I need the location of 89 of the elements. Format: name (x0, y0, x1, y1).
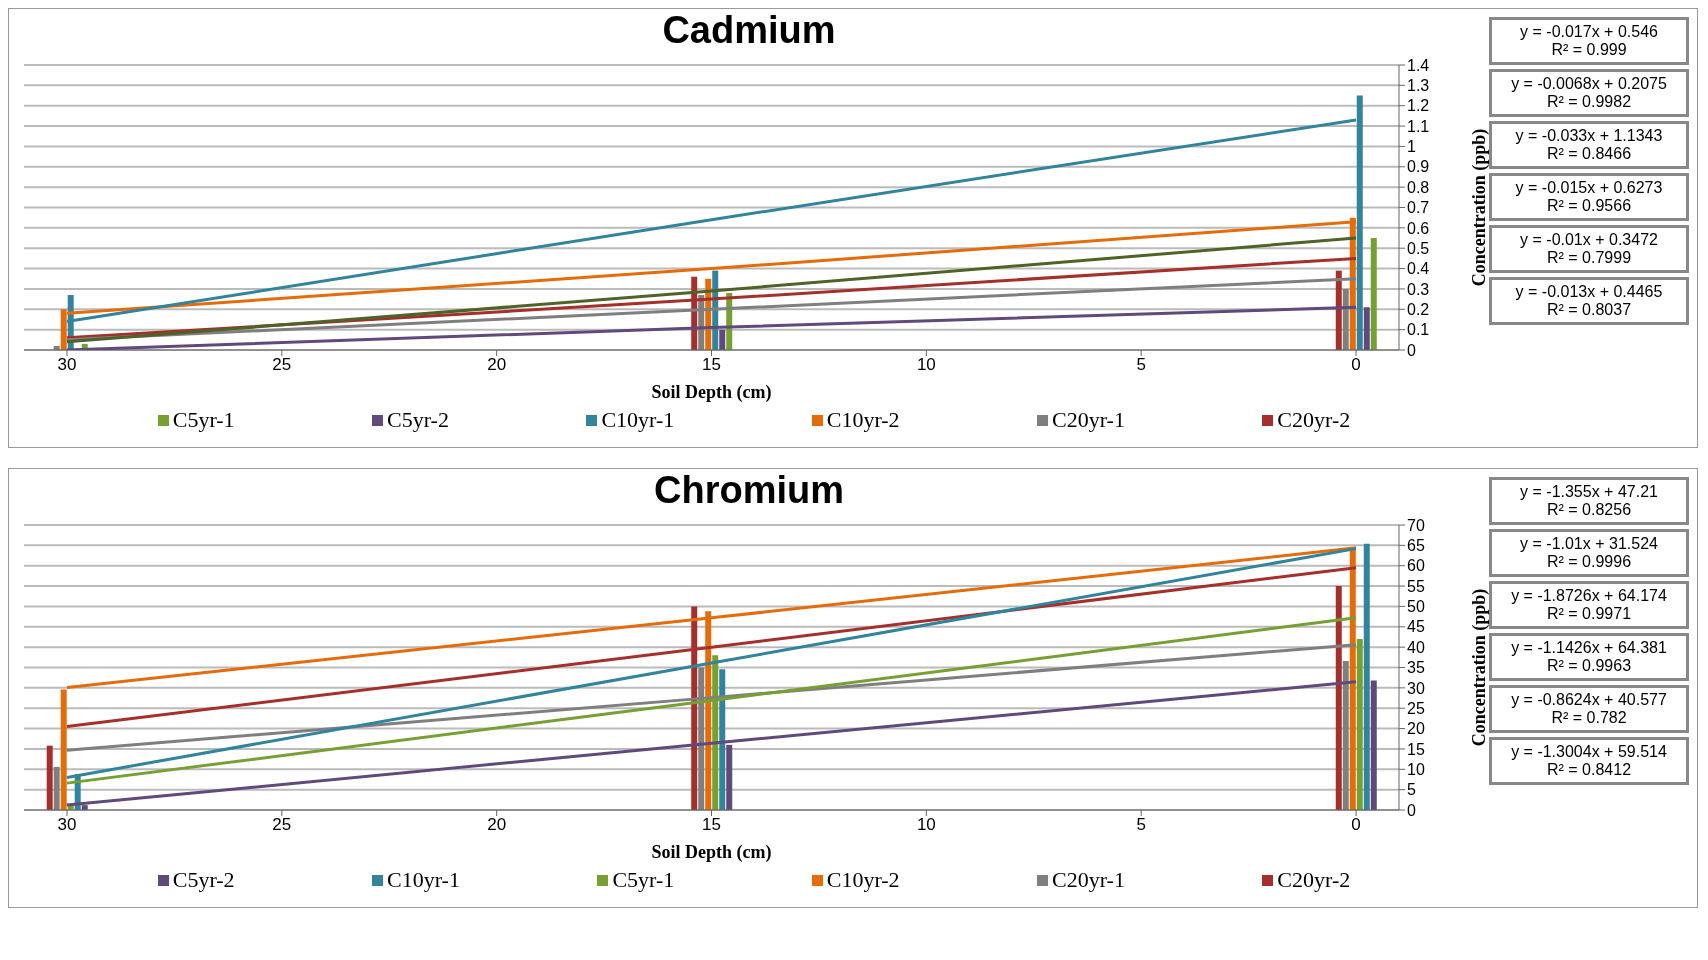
legend-label: C10yr-2 (825, 867, 900, 893)
bar (1370, 238, 1377, 350)
y-tick-label: 0.7 (1407, 199, 1430, 217)
bar (53, 766, 60, 810)
x-axis-title: Soil Depth (cm) (651, 842, 772, 863)
legend-label: C10yr-1 (600, 407, 675, 433)
x-tick-label: 15 (702, 815, 721, 835)
x-tick-label: 5 (1136, 815, 1146, 835)
x-tick-label: 0 (1351, 355, 1361, 375)
y-axis-title: Concentration (ppb) (1469, 588, 1491, 747)
text: y = -1.8726x + 64.174 R² = 0.9971 (1489, 581, 1689, 629)
x-tick-label: 20 (487, 815, 507, 835)
text: y = -0.8624x + 40.577 R² = 0.782 (1489, 685, 1689, 733)
text: y = -0.0068x + 0.2075 R² = 0.9982 (1489, 69, 1689, 117)
text: y = -0.017x + 0.546 R² = 0.999 (1489, 17, 1689, 65)
y-tick-label: 1.3 (1407, 77, 1430, 95)
y-tick-label: 0 (1407, 341, 1416, 359)
y-tick-label: 0.1 (1407, 321, 1430, 339)
legend-label: C10yr-2 (825, 407, 900, 433)
text: y = -1.355x + 47.21 R² = 0.8256 (1489, 477, 1689, 525)
bar (1342, 660, 1349, 810)
y-tick-label: 60 (1407, 557, 1425, 575)
legend-label: C5yr-1 (611, 867, 675, 893)
chart-title: Cadmium (661, 9, 837, 53)
y-tick-label: 10 (1407, 760, 1425, 778)
y-axis-title: Concentration (ppb) (1469, 128, 1491, 287)
y-tick-label: 0 (1407, 801, 1416, 819)
y-tick-label: 35 (1407, 659, 1425, 677)
y-tick-label: 1.2 (1407, 97, 1430, 115)
legend-label: C5yr-2 (386, 407, 449, 433)
legend-label: C5yr-2 (171, 867, 235, 893)
y-tick-label: 40 (1407, 638, 1425, 656)
y-tick-label: 0.3 (1407, 280, 1430, 298)
y-tick-label: 5 (1407, 781, 1416, 799)
y-tick-label: 15 (1407, 740, 1425, 758)
legend-label: C5yr-1 (171, 407, 235, 433)
legend-label: C20yr-1 (1051, 407, 1125, 433)
y-tick-label: 1.4 (1407, 56, 1430, 74)
bar (60, 689, 67, 810)
text: y = -1.3004x + 59.514 R² = 0.8412 (1489, 737, 1689, 785)
x-tick-label: 5 (1136, 355, 1146, 375)
chart-title: Chromium (653, 469, 845, 513)
x-tick-label: 15 (702, 355, 721, 375)
text: y = -0.033x + 1.1343 R² = 0.8466 (1489, 121, 1689, 169)
y-tick-label: 0.2 (1407, 300, 1430, 318)
legend-label: C20yr-2 (1276, 867, 1351, 893)
y-tick-label: 30 (1407, 679, 1425, 697)
y-tick-label: 0.4 (1407, 260, 1430, 278)
y-tick-label: 55 (1407, 577, 1425, 595)
y-tick-label: 65 (1407, 537, 1425, 555)
text: y = -0.01x + 0.3472 R² = 0.7999 (1489, 225, 1689, 273)
bar (1335, 270, 1342, 350)
y-tick-label: 0.6 (1407, 219, 1430, 237)
text: y = -0.015x + 0.6273 R² = 0.9566 (1489, 173, 1689, 221)
text: y = -0.013x + 0.4465 R² = 0.8037 (1489, 277, 1689, 325)
x-tick-label: 0 (1351, 815, 1361, 835)
y-tick-label: 0.9 (1407, 158, 1430, 176)
y-tick-label: 70 (1407, 516, 1425, 534)
x-tick-label: 10 (916, 355, 936, 375)
y-tick-label: 1 (1407, 138, 1416, 156)
text: y = -1.1426x + 64.381 R² = 0.9963 (1489, 633, 1689, 681)
bar (46, 745, 53, 810)
x-tick-label: 25 (272, 355, 292, 375)
x-axis-title: Soil Depth (cm) (651, 382, 772, 403)
text: y = -1.01x + 31.524 R² = 0.9996 (1489, 529, 1689, 577)
legend-label: C20yr-1 (1051, 867, 1125, 893)
x-tick-label: 10 (916, 815, 936, 835)
legend-label: C20yr-2 (1276, 407, 1351, 433)
bar (1342, 288, 1349, 350)
y-tick-label: 0.5 (1407, 239, 1430, 257)
y-tick-label: 1.1 (1407, 117, 1430, 135)
y-tick-label: 50 (1407, 598, 1425, 616)
bar (1349, 549, 1356, 810)
legend-label: C10yr-1 (386, 867, 460, 893)
y-tick-label: 20 (1407, 720, 1425, 738)
bar (719, 669, 726, 810)
x-tick-label: 30 (57, 355, 77, 375)
y-tick-label: 45 (1407, 618, 1425, 636)
x-tick-label: 25 (272, 815, 292, 835)
bar (1335, 586, 1342, 810)
bar (726, 744, 733, 810)
bar (1356, 639, 1363, 810)
bar (1370, 680, 1377, 810)
x-tick-label: 30 (57, 815, 77, 835)
y-tick-label: 0.8 (1407, 178, 1430, 196)
y-tick-label: 25 (1407, 699, 1425, 717)
bar (1363, 307, 1370, 350)
x-tick-label: 20 (487, 355, 507, 375)
bar (1363, 543, 1370, 810)
